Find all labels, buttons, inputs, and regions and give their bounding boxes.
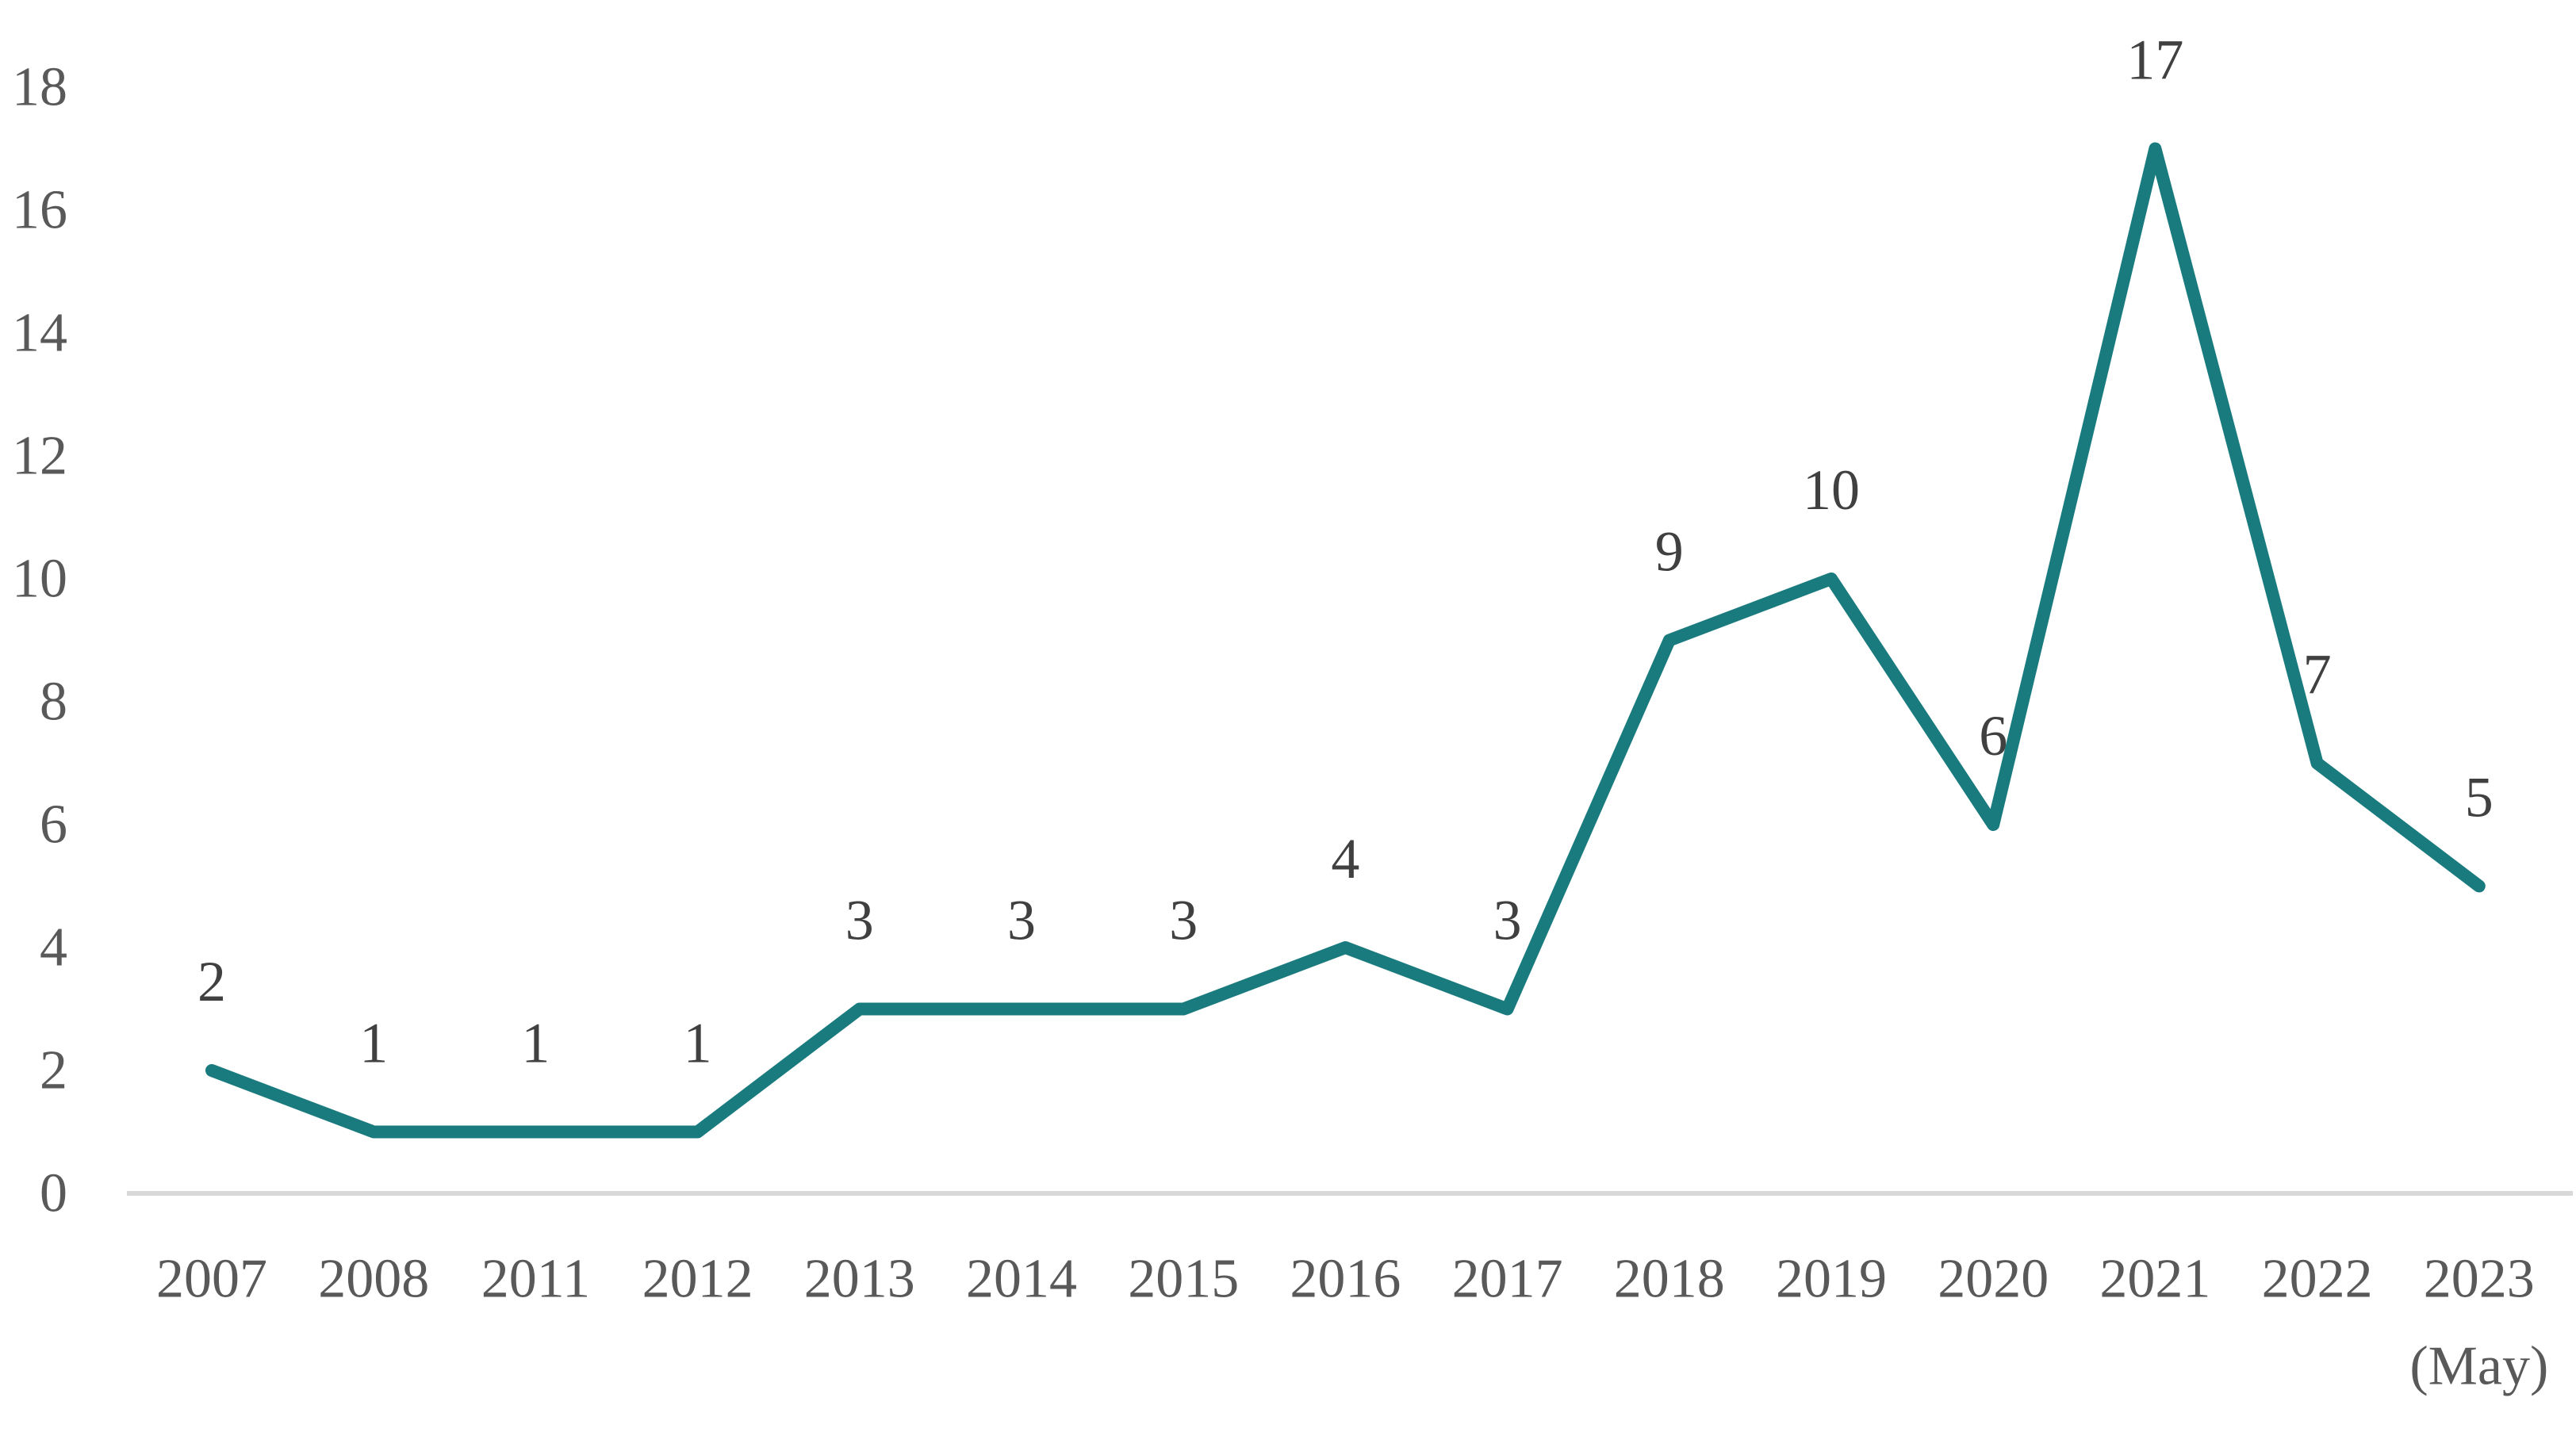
x-axis-label: 2007 — [156, 1249, 267, 1310]
data-point-label: 10 — [1803, 458, 1860, 522]
x-axis-label: 2015 — [1128, 1249, 1239, 1310]
y-axis-label: 14 — [12, 303, 67, 364]
y-axis-label: 0 — [40, 1163, 67, 1224]
x-axis-label: 2011 — [481, 1249, 590, 1310]
x-axis-label: 2017 — [1452, 1249, 1563, 1310]
x-axis-label: 2021 — [2099, 1249, 2210, 1310]
x-axis-label: 2008 — [318, 1249, 429, 1310]
data-point-label: 5 — [2465, 766, 2494, 829]
y-axis-label: 12 — [12, 426, 67, 487]
data-point-label: 3 — [1169, 889, 1198, 952]
y-axis-label: 6 — [40, 795, 67, 856]
x-axis-label: 2016 — [1290, 1249, 1401, 1310]
data-point-label: 17 — [2126, 29, 2183, 92]
x-axis-label: 2022 — [2262, 1249, 2373, 1310]
data-point-label: 2 — [197, 950, 226, 1013]
x-axis-label: 2018 — [1614, 1249, 1725, 1310]
data-point-label: 3 — [845, 889, 874, 952]
data-point-label: 6 — [1979, 704, 2007, 768]
data-point-label: 4 — [1331, 827, 1359, 890]
x-axis-label: 2014 — [966, 1249, 1077, 1310]
data-point-label: 7 — [2303, 643, 2332, 707]
data-point-label: 9 — [1655, 520, 1684, 584]
y-axis-label: 4 — [40, 917, 67, 978]
x-axis-label: 2013 — [804, 1249, 915, 1310]
y-axis-label: 2 — [40, 1040, 67, 1101]
x-axis-label: 2019 — [1776, 1249, 1887, 1310]
y-axis-label: 10 — [12, 549, 67, 610]
data-point-label: 1 — [684, 1012, 712, 1075]
y-axis-label: 8 — [40, 672, 67, 733]
y-axis-label: 18 — [12, 57, 67, 118]
x-axis-label: 2020 — [1938, 1249, 2049, 1310]
y-axis-label: 16 — [12, 180, 67, 241]
data-point-label: 1 — [359, 1012, 388, 1075]
data-point-label: 1 — [521, 1012, 550, 1075]
x-axis-label-second-line: (May) — [2409, 1336, 2548, 1397]
x-axis-label: 2012 — [642, 1249, 753, 1310]
data-point-label: 3 — [1007, 889, 1036, 952]
trend-line — [205, 142, 2486, 1139]
x-axis-label: 2023 — [2424, 1249, 2535, 1310]
data-point-label: 3 — [1493, 889, 1522, 952]
